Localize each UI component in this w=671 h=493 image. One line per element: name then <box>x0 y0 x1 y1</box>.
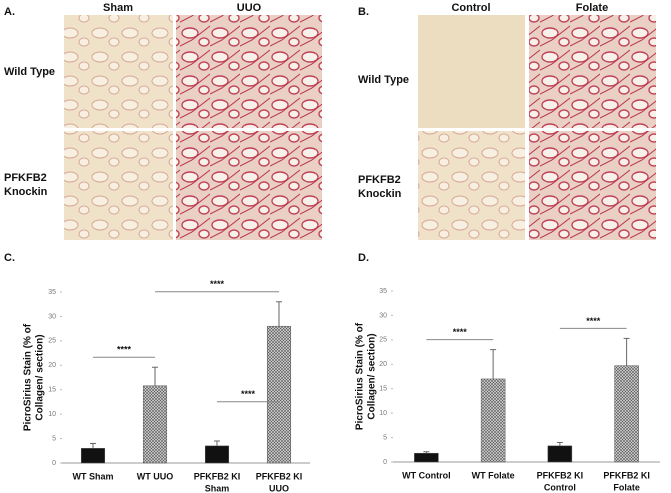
y-tick-label: 30 <box>379 312 387 319</box>
bar <box>266 325 292 464</box>
column-header: Folate <box>576 2 608 14</box>
significance-label: **** <box>453 327 468 337</box>
x-tick-label: WT Control <box>402 470 451 480</box>
micrograph <box>418 131 525 240</box>
panel-label: C. <box>4 252 15 264</box>
micrograph <box>529 15 656 128</box>
bar <box>142 385 168 464</box>
y-tick-label: 35 <box>379 288 387 295</box>
micrograph <box>176 15 322 128</box>
micrograph <box>64 15 173 128</box>
y-tick-label: 0 <box>383 459 387 466</box>
panel-label: B. <box>358 6 369 18</box>
y-axis-label: Collagen/ section) <box>35 334 46 420</box>
column-header: Control <box>451 2 490 14</box>
x-tick-label: Control <box>544 482 576 492</box>
micrograph <box>529 131 656 240</box>
panel-label: D. <box>358 252 369 264</box>
bar <box>480 378 506 463</box>
y-tick-label: 35 <box>48 289 56 296</box>
x-tick-label: PFKFB2 KI <box>537 470 584 480</box>
x-tick-label: PFKFB2 KI <box>256 471 303 481</box>
micrograph <box>64 131 173 240</box>
bar <box>204 445 230 464</box>
bar <box>80 448 106 464</box>
y-tick-label: 10 <box>48 411 56 418</box>
panel-label: A. <box>4 6 15 18</box>
micrograph <box>418 15 525 128</box>
x-tick-label: Folate <box>613 482 640 492</box>
y-tick-label: 30 <box>48 313 56 320</box>
x-tick-label: PFKFB2 KI <box>194 471 241 481</box>
x-tick-label: PFKFB2 KI <box>603 470 650 480</box>
column-header: UUO <box>237 2 262 14</box>
y-tick-label: 20 <box>379 361 387 368</box>
significance-label: **** <box>117 345 132 355</box>
y-axis-label: PicroSirius Stain (% of <box>23 323 34 431</box>
bar <box>547 445 573 463</box>
y-axis-label: PicroSirius Stain (% of <box>355 322 366 430</box>
significance-label: **** <box>241 389 256 399</box>
bar <box>414 452 439 463</box>
row-label: Knockin <box>4 186 48 198</box>
column-header: Sham <box>103 2 133 14</box>
y-tick-label: 25 <box>379 337 387 344</box>
x-tick-label: UUO <box>269 483 289 493</box>
y-tick-label: 15 <box>379 386 387 393</box>
micrograph <box>176 131 322 240</box>
significance-label: **** <box>210 279 225 289</box>
y-tick-label: 15 <box>48 387 56 394</box>
row-label: Knockin <box>358 188 402 200</box>
significance-label: **** <box>586 316 601 326</box>
y-tick-label: 20 <box>48 362 56 369</box>
y-tick-label: 25 <box>48 338 56 345</box>
row-label: PFKFB2 <box>358 174 401 186</box>
y-tick-label: 10 <box>379 410 387 417</box>
x-tick-label: WT Sham <box>72 471 113 481</box>
row-label: Wild Type <box>4 66 55 78</box>
x-tick-label: WT Folate <box>472 470 515 480</box>
x-tick-label: WT UUO <box>137 471 174 481</box>
row-label: PFKFB2 <box>4 172 47 184</box>
micrographs <box>64 15 656 240</box>
x-tick-label: Sham <box>205 483 230 493</box>
row-label: Wild Type <box>358 74 409 86</box>
bar <box>614 365 639 463</box>
y-tick-label: 0 <box>52 460 56 467</box>
y-tick-label: 5 <box>52 435 56 442</box>
y-tick-label: 5 <box>383 434 387 441</box>
y-axis-label: Collagen/ section) <box>367 333 378 419</box>
